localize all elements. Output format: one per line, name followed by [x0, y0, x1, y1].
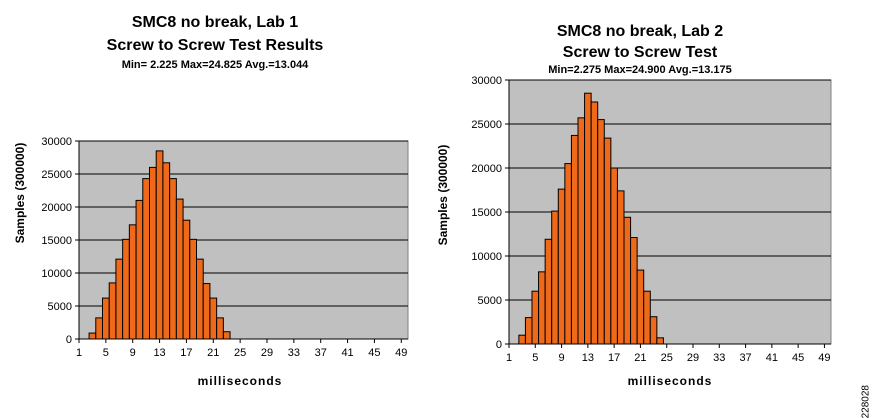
bar — [149, 166, 157, 340]
bar — [564, 163, 572, 345]
bar — [88, 332, 97, 340]
y-tick-label: 25000 — [41, 169, 72, 181]
bar — [538, 271, 546, 345]
y-tick-label: 15000 — [471, 207, 502, 219]
bar — [222, 331, 231, 340]
bar — [577, 117, 586, 345]
bar — [196, 258, 204, 340]
bar — [630, 237, 638, 345]
y-tick-label: 25000 — [471, 119, 502, 131]
x-tick-label: 37 — [739, 352, 751, 364]
x-tick-label: 25 — [234, 347, 246, 359]
x-tick-label: 17 — [180, 347, 192, 359]
x-tick-label: 1 — [506, 352, 512, 364]
x-axis-label: milliseconds — [197, 374, 283, 388]
bar — [649, 316, 658, 345]
y-tick-label: 30000 — [41, 136, 72, 148]
histogram-lab-2: SMC8 no break, Lab 2 Screw to Screw Test… — [430, 0, 850, 407]
bar — [597, 119, 605, 345]
bar — [169, 178, 177, 340]
bar — [122, 238, 130, 340]
chart-title-line1: SMC8 no break, Lab 1 — [131, 14, 299, 31]
histogram-lab-1: SMC8 no break, Lab 1 Screw to Screw Test… — [0, 0, 430, 407]
y-tick-label: 0 — [66, 334, 72, 346]
bar — [623, 216, 632, 345]
bar — [128, 224, 137, 340]
bar — [531, 290, 540, 345]
bar — [202, 283, 211, 340]
bar — [209, 297, 218, 340]
bar — [643, 290, 651, 345]
bar — [155, 150, 164, 340]
x-tick-label: 49 — [818, 352, 830, 364]
bar — [162, 162, 171, 340]
x-tick-label: 33 — [713, 352, 725, 364]
x-tick-label: 45 — [792, 352, 804, 364]
figure-id: 228028 — [860, 385, 871, 418]
chart-title-line2: Screw to Screw Test Results — [106, 37, 324, 54]
x-tick-label: 45 — [368, 347, 380, 359]
bar — [656, 337, 664, 345]
x-tick-label: 29 — [687, 352, 699, 364]
x-tick-label: 13 — [582, 352, 594, 364]
x-tick-label: 17 — [608, 352, 620, 364]
bar — [142, 178, 151, 340]
bar — [95, 317, 103, 340]
x-tick-label: 13 — [153, 347, 165, 359]
x-tick-label: 41 — [766, 352, 778, 364]
plot-svg: 0 5000 10000 15000 20000 25000 30000 1 5 9 13 17 21 2… — [471, 75, 832, 364]
x-tick-label: 49 — [395, 347, 407, 359]
bar — [102, 297, 110, 340]
x-tick-label: 37 — [315, 347, 327, 359]
bar — [175, 198, 184, 340]
bar — [182, 219, 191, 340]
bar — [551, 210, 559, 345]
y-tick-label: 15000 — [41, 235, 72, 247]
chart-stats: Min=2.275 Max=24.900 Avg.=13.175 — [548, 64, 732, 76]
y-tick-label: 10000 — [41, 268, 72, 280]
y-tick-label: 20000 — [41, 202, 72, 214]
chart-stats: Min= 2.225 Max=24.825 Avg.=13.044 — [121, 59, 309, 71]
x-tick-label: 5 — [103, 347, 109, 359]
x-tick-label: 29 — [261, 347, 273, 359]
x-tick-label: 21 — [207, 347, 219, 359]
y-tick-label: 30000 — [471, 75, 502, 87]
y-tick-label: 5000 — [478, 295, 502, 307]
x-axis-label: milliseconds — [627, 374, 713, 388]
bar — [524, 317, 533, 345]
bar — [108, 282, 117, 340]
bar — [603, 137, 612, 345]
bar — [557, 188, 566, 345]
bar — [610, 167, 618, 345]
bar — [570, 134, 579, 345]
bar — [636, 269, 645, 345]
x-tick-label: 33 — [288, 347, 300, 359]
bar — [216, 317, 224, 340]
x-tick-label: 9 — [130, 347, 136, 359]
x-tick-label: 21 — [634, 352, 646, 364]
bar — [189, 238, 198, 340]
bar — [590, 101, 599, 345]
x-tick-label: 9 — [559, 352, 565, 364]
y-tick-label: 10000 — [471, 251, 502, 263]
chart-title-line2: Screw to Screw Test — [562, 44, 718, 61]
bar — [115, 258, 124, 340]
bar — [584, 92, 592, 345]
bar — [518, 334, 526, 345]
plot-svg: 0 5000 10000 15000 20000 25000 30000 1 5 9 13 17 21 2… — [41, 136, 409, 359]
x-tick-label: 25 — [661, 352, 673, 364]
x-tick-label: 1 — [76, 347, 82, 359]
y-tick-label: 5000 — [48, 301, 72, 313]
bar — [135, 199, 144, 340]
bar — [544, 238, 553, 345]
x-tick-label: 5 — [532, 352, 538, 364]
y-tick-label: 0 — [496, 339, 502, 351]
bar — [616, 190, 625, 345]
chart-title-line1: SMC8 no break, Lab 2 — [556, 23, 724, 40]
y-tick-label: 20000 — [471, 163, 502, 175]
x-tick-label: 41 — [341, 347, 353, 359]
